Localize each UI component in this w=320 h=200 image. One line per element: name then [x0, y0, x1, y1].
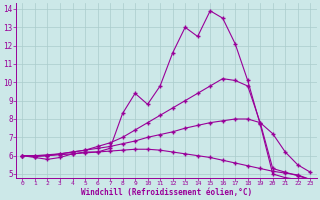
X-axis label: Windchill (Refroidissement éolien,°C): Windchill (Refroidissement éolien,°C)	[81, 188, 252, 197]
